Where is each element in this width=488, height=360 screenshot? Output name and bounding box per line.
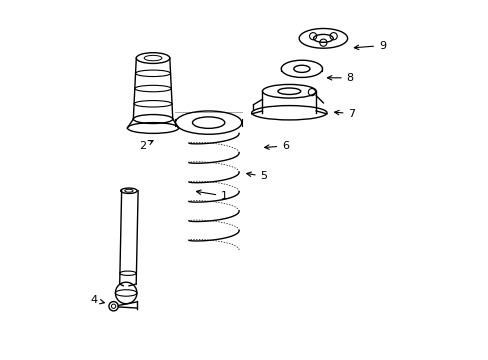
Text: 9: 9	[354, 41, 386, 50]
Text: 8: 8	[327, 73, 353, 83]
Text: 7: 7	[334, 109, 355, 119]
Text: 2: 2	[139, 140, 153, 151]
Text: 5: 5	[246, 171, 267, 181]
Text: 1: 1	[196, 190, 228, 201]
Text: 4: 4	[90, 295, 104, 305]
Text: 6: 6	[264, 141, 288, 151]
